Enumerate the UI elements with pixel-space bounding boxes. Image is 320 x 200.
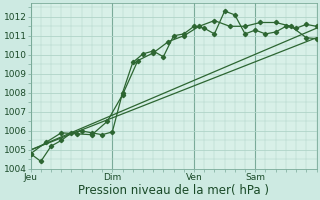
X-axis label: Pression niveau de la mer( hPa ): Pression niveau de la mer( hPa ): [78, 184, 269, 197]
